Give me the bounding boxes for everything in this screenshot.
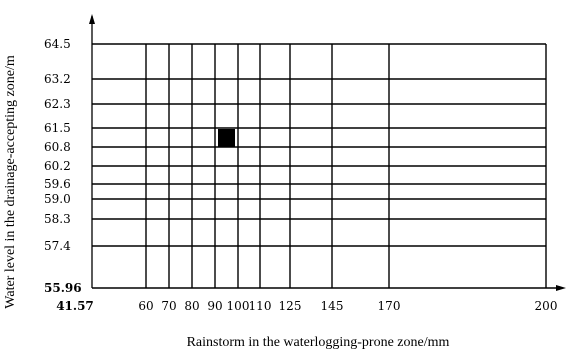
x-tick-label: 100 <box>227 299 250 313</box>
y-tick-label: 58.3 <box>44 212 71 226</box>
y-axis-arrow <box>89 14 95 24</box>
y-tick-label: 63.2 <box>44 72 71 86</box>
x-tick-label: 90 <box>207 299 222 313</box>
highlighted-cell <box>218 129 235 147</box>
y-tick-label: 59.6 <box>44 177 71 191</box>
y-tick-label: 60.8 <box>44 140 71 154</box>
x-axis-arrow <box>556 285 566 291</box>
x-tick-label: 41.57 <box>56 299 94 313</box>
y-tick-label: 60.2 <box>44 159 71 173</box>
x-tick-label: 145 <box>321 299 344 313</box>
x-tick-label: 200 <box>535 299 558 313</box>
x-tick-label: 60 <box>138 299 153 313</box>
y-tick-label: 59.0 <box>44 192 71 206</box>
x-tick-label: 125 <box>279 299 302 313</box>
y-axis-title: Water level in the drainage-accepting zo… <box>3 55 18 309</box>
highlight-layer <box>218 129 235 147</box>
axis-layer <box>89 14 566 291</box>
grid-layer <box>92 44 546 288</box>
y-tick-label: 57.4 <box>44 239 71 253</box>
y-tick-label: 55.96 <box>44 281 82 295</box>
y-tick-label: 61.5 <box>44 121 71 135</box>
x-tick-label: 170 <box>378 299 401 313</box>
x-axis-title: Rainstorm in the waterlogging-prone zone… <box>187 335 450 350</box>
x-tick-label: 80 <box>184 299 199 313</box>
x-tick-label: 70 <box>161 299 176 313</box>
y-tick-label: 62.3 <box>44 97 71 111</box>
x-tick-label: 110 <box>249 299 272 313</box>
y-tick-label: 64.5 <box>44 37 71 51</box>
